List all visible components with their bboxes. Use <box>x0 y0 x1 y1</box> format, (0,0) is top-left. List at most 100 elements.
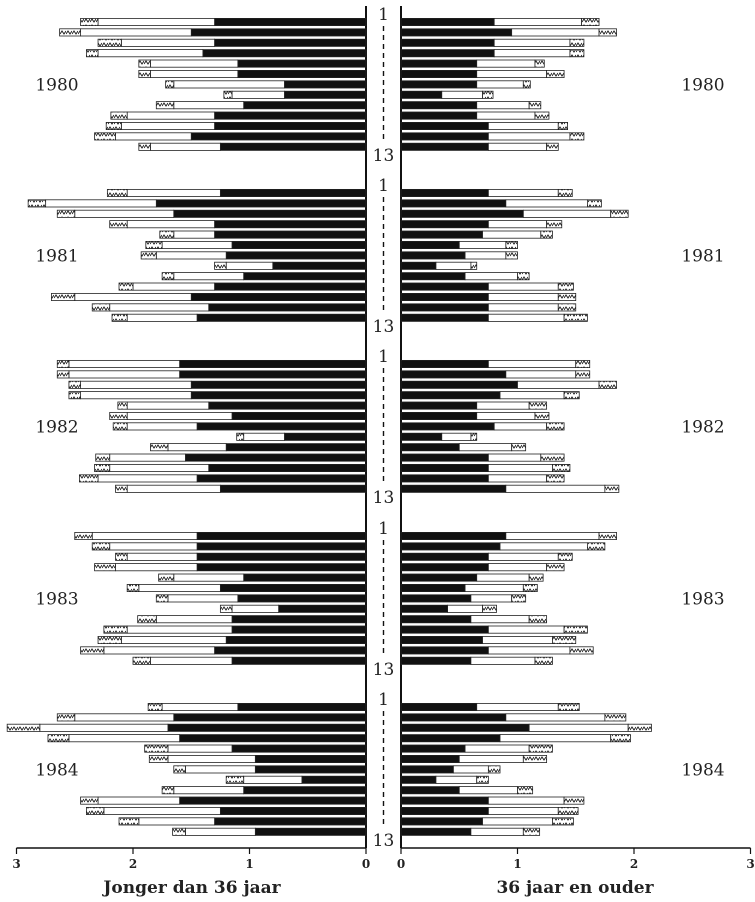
right-bar-1983-period-8-hatched <box>482 604 497 613</box>
left-bar-1981-period-9-solid <box>243 272 367 281</box>
right-bar-1980-period-8-open <box>441 90 483 99</box>
right-bar-1981-period-7-hatched <box>505 251 518 260</box>
left-bar-1983-period-12-solid <box>214 646 367 655</box>
left-bar-1984-period-9-hatched <box>161 786 175 795</box>
left-bar-1982-period-3-open <box>80 380 192 389</box>
left-bar-1982-period-8-open <box>243 432 285 441</box>
right-bar-1982-period-6-hatched <box>534 411 550 420</box>
left-bar-1984-period-10-hatched <box>80 796 99 805</box>
right-bar-1982-period-8-open <box>441 432 472 441</box>
left-bar-1980-period-6-solid <box>237 70 367 79</box>
right-bar-1982-period-9-open <box>458 443 513 452</box>
left-bar-1980-period-10-open <box>126 111 215 120</box>
left-bar-1983-period-7-solid <box>237 594 367 603</box>
left-bar-1982-period-9-hatched <box>150 443 169 452</box>
right-bar-1984-period-10-hatched <box>563 796 585 805</box>
left-bar-1981-period-4-open <box>126 220 215 229</box>
right-bar-1982-period-12-open <box>487 474 548 483</box>
right-bar-1982-period-4-hatched <box>563 391 580 400</box>
left-bar-1984-period-10-open <box>97 796 181 805</box>
left-bar-1980-period-12-open <box>115 132 192 141</box>
left-bar-1982-period-9-solid <box>225 443 367 452</box>
right-bar-1982-period-10-hatched <box>540 453 565 462</box>
left-bar-1982-period-13-solid <box>219 484 367 493</box>
left-bar-1982-period-2-solid <box>179 370 367 379</box>
left-bar-1981-period-11-solid <box>190 292 367 301</box>
left-bar-1984-period-3-solid <box>167 723 367 732</box>
right-bar-1980-period-11-open <box>487 122 559 131</box>
left-bar-1981-period-13-solid <box>196 313 367 322</box>
right-bar-1982-period-11-hatched <box>552 463 571 472</box>
left-bar-1981-period-3-solid <box>173 209 367 218</box>
left-bar-1984-period-10-solid <box>179 796 367 805</box>
right-bar-1981-period-6-solid <box>400 240 460 249</box>
left-bar-1981-period-11-open <box>74 292 192 301</box>
right-bar-1980-period-7-open <box>476 80 524 89</box>
left-bar-1981-period-7-hatched <box>140 251 157 260</box>
left-bar-1981-period-12-open <box>109 303 210 312</box>
right-bar-1980-period-10-hatched <box>534 111 550 120</box>
left-bar-1982-period-2-hatched <box>56 370 70 379</box>
left-bar-1982-period-1-open <box>68 359 181 368</box>
right-bar-1982-period-6-open <box>476 411 536 420</box>
left-bar-1980-period-6-hatched <box>138 70 151 79</box>
right-bar-1984-period-11-open <box>487 807 559 816</box>
left-bar-1982-period-3-hatched <box>68 380 81 389</box>
right-bar-1983-period-6-solid <box>400 584 466 593</box>
left-bar-1981-period-11-hatched <box>51 292 76 301</box>
right-bar-1983-period-4-hatched <box>546 563 565 572</box>
right-bar-1984-period-5-hatched <box>528 744 553 753</box>
left-bar-1981-period-6-hatched <box>145 240 163 249</box>
right-bar-1980-period-4-solid <box>400 49 495 58</box>
right-bar-1980-period-6-hatched <box>546 70 565 79</box>
right-bar-1981-period-3-solid <box>400 209 524 218</box>
right-bar-1980-period-13-open <box>487 142 548 151</box>
left-bar-1982-period-10-hatched <box>95 453 111 462</box>
right-bar-1981-period-4-solid <box>400 220 489 229</box>
left-bar-1980-period-8-open <box>231 90 285 99</box>
right-bar-1982-period-2-open <box>505 370 577 379</box>
left-bar-1982-period-1-solid <box>179 359 367 368</box>
right-bar-1981-period-11-hatched <box>557 292 577 301</box>
left-bar-1983-period-2-solid <box>196 542 367 551</box>
right-bar-1981-period-2-hatched <box>587 199 602 208</box>
left-bar-1982-period-6-solid <box>231 411 367 420</box>
left-bar-1983-period-4-open <box>115 563 198 572</box>
right-bar-1981-period-8-open <box>435 261 472 270</box>
left-bar-1982-period-12-open <box>97 474 198 483</box>
left-bar-1983-period-8-solid <box>278 604 367 613</box>
left-bar-1984-period-6-solid <box>254 755 367 764</box>
year-label-right-1980: 1980 <box>681 75 724 95</box>
right-bar-1984-period-13-open <box>470 827 524 836</box>
right-bar-1983-period-1-solid <box>400 532 507 541</box>
left-bar-1982-period-5-solid <box>208 401 367 410</box>
right-bar-1980-period-1-hatched <box>581 17 600 26</box>
right-bar-1984-period-11-solid <box>400 807 489 816</box>
right-bar-1983-period-10-solid <box>400 625 489 634</box>
right-bar-1981-period-4-open <box>487 220 548 229</box>
left-bar-1980-period-10-hatched <box>110 111 128 120</box>
period-label-first-1984: 1 <box>378 690 389 710</box>
left-bar-1983-period-9-open <box>155 615 233 624</box>
right-bar-1980-period-12-solid <box>400 132 489 141</box>
right-bar-1984-period-4-open <box>499 734 612 743</box>
left-bar-1984-period-9-open <box>173 786 245 795</box>
right-bar-1982-period-12-hatched <box>546 474 565 483</box>
left-bar-1980-period-4-solid <box>202 49 367 58</box>
right-bar-1980-period-3-hatched <box>569 38 585 47</box>
left-bar-1980-period-7-hatched <box>165 80 175 89</box>
left-bar-1983-period-2-open <box>109 542 198 551</box>
left-bar-1984-period-5-hatched <box>144 744 169 753</box>
left-bar-1980-period-1-open <box>97 17 215 26</box>
right-bar-1982-period-1-solid <box>400 359 489 368</box>
left-bar-1980-period-11-hatched <box>105 122 122 131</box>
right-bar-1980-period-8-solid <box>400 90 443 99</box>
left-bar-1982-period-6-hatched <box>109 411 128 420</box>
right-bar-1980-period-1-open <box>493 17 582 26</box>
left-bar-1983-period-3-open <box>126 552 198 561</box>
left-bar-1984-period-7-solid <box>254 765 367 774</box>
right-bar-1981-period-12-hatched <box>557 303 577 312</box>
right-bar-1981-period-12-solid <box>400 303 489 312</box>
left-bar-1984-period-13-open <box>185 827 256 836</box>
